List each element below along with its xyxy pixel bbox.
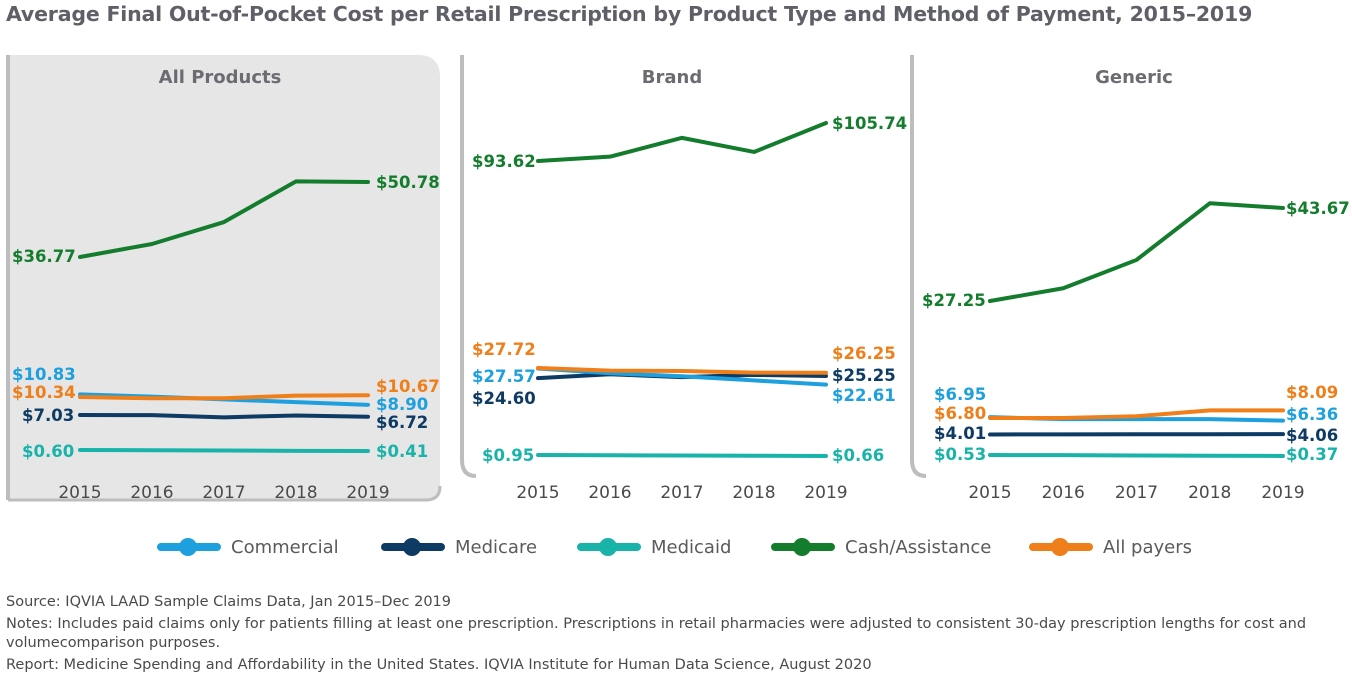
legend-swatch-medicare bbox=[381, 538, 445, 556]
legend-swatch-medicaid bbox=[577, 538, 641, 556]
legend-swatch-all-payers bbox=[1029, 538, 1093, 556]
panel-brand: Brand 2015 2016 2017 2018 2019 $93.62 $105.74 $2… bbox=[460, 55, 907, 503]
legend-item-medicare: Medicare bbox=[381, 532, 537, 562]
footnote-notes: Notes: Includes paid claims only for pat… bbox=[6, 616, 1307, 651]
data-label-cash-assistance-end: $43.67 bbox=[1286, 199, 1350, 218]
data-label-medicaid-start: $0.53 bbox=[934, 445, 986, 464]
data-label-medicare-end: $6.72 bbox=[376, 413, 428, 432]
legend-label-all-payers: All payers bbox=[1103, 536, 1192, 558]
x-tick-label: 2015 bbox=[516, 483, 559, 503]
legend-swatch-cash-assistance bbox=[771, 538, 835, 556]
data-label-medicare-start: $7.03 bbox=[22, 406, 74, 425]
panel-title-generic: Generic bbox=[1095, 67, 1173, 88]
data-label-medicare-start: $24.60 bbox=[472, 389, 536, 408]
x-tick-label: 2019 bbox=[1261, 483, 1304, 503]
data-label-commercial-end: $6.36 bbox=[1286, 405, 1338, 424]
x-tick-label: 2018 bbox=[274, 483, 317, 503]
legend-item-commercial: Commercial bbox=[157, 532, 339, 562]
x-tick-label: 2016 bbox=[1042, 483, 1085, 503]
x-tick-label: 2016 bbox=[130, 483, 173, 503]
legend-label-medicare: Medicare bbox=[455, 536, 538, 558]
x-tick-label: 2019 bbox=[346, 483, 389, 503]
panel-all-products: All Products 2015 2016 2017 2018 2019 $36.77 $5… bbox=[6, 55, 442, 503]
series-line-all-payers bbox=[78, 393, 370, 401]
panel-border bbox=[910, 55, 927, 478]
x-tick-label: 2015 bbox=[968, 483, 1011, 503]
panel-generic: Generic 2015 2016 2017 2018 2019 $27.25 $43.67 $… bbox=[910, 55, 1350, 503]
x-tick-label: 2018 bbox=[1188, 483, 1231, 503]
data-label-medicare-start: $4.01 bbox=[934, 424, 986, 443]
data-label-cash-assistance-end: $50.78 bbox=[376, 173, 440, 192]
x-tick-label: 2017 bbox=[202, 483, 245, 503]
x-tick-label: 2016 bbox=[588, 483, 631, 503]
x-tick-label: 2018 bbox=[732, 483, 775, 503]
series-line-cash-assistance bbox=[988, 201, 1285, 303]
data-label-commercial-start: $27.57 bbox=[472, 367, 536, 386]
data-label-commercial-start: $6.95 bbox=[934, 385, 986, 404]
legend-item-cash-assistance: Cash/Assistance bbox=[771, 532, 991, 562]
series-line-medicare bbox=[78, 413, 370, 420]
data-label-medicaid-start: $0.95 bbox=[482, 446, 534, 465]
data-label-cash-assistance-start: $36.77 bbox=[12, 247, 76, 266]
series-line-medicaid bbox=[988, 453, 1285, 458]
chart-figure: All Products 2015 2016 2017 2018 2019 $36.77 $5… bbox=[6, 55, 1350, 503]
data-label-medicare-end: $4.06 bbox=[1286, 426, 1338, 445]
x-tick-label: 2017 bbox=[660, 483, 703, 503]
data-label-all-payers-start: $27.72 bbox=[472, 340, 536, 359]
data-label-all-payers-start: $6.80 bbox=[934, 404, 986, 423]
series-line-medicaid bbox=[78, 448, 370, 454]
legend-label-medicaid: Medicaid bbox=[651, 536, 732, 558]
legend-swatch-commercial bbox=[157, 538, 221, 556]
footnote-report: Report: Medicine Spending and Affordabil… bbox=[6, 657, 872, 673]
data-label-commercial-start: $10.83 bbox=[12, 365, 76, 384]
data-label-all-payers-end: $26.25 bbox=[832, 344, 896, 363]
legend-label-cash-assistance: Cash/Assistance bbox=[845, 536, 992, 558]
x-tick-label: 2017 bbox=[1115, 483, 1158, 503]
data-label-cash-assistance-end: $105.74 bbox=[832, 114, 907, 133]
chart-title: Average Final Out-of-Pocket Cost per Ret… bbox=[6, 2, 1253, 26]
panel-title-brand: Brand bbox=[642, 67, 702, 88]
data-label-medicaid-end: $0.37 bbox=[1286, 445, 1338, 464]
data-label-commercial-end: $22.61 bbox=[832, 386, 896, 405]
footnote-source: Source: IQVIA LAAD Sample Claims Data, J… bbox=[6, 594, 451, 610]
data-label-medicaid-end: $0.41 bbox=[376, 442, 428, 461]
data-label-all-payers-end: $8.09 bbox=[1286, 383, 1338, 402]
x-tick-label: 2019 bbox=[804, 483, 847, 503]
footnotes: Source: IQVIA LAAD Sample Claims Data, J… bbox=[6, 593, 1336, 678]
legend-item-all-payers: All payers bbox=[1029, 532, 1192, 562]
series-line-medicaid bbox=[536, 453, 828, 458]
data-label-all-payers-start: $10.34 bbox=[12, 383, 76, 402]
series-line-all-payers bbox=[988, 408, 1285, 420]
data-label-cash-assistance-start: $93.62 bbox=[472, 152, 536, 171]
panel-border bbox=[460, 55, 477, 478]
panel-border-bottom bbox=[8, 485, 442, 502]
data-label-medicaid-end: $0.66 bbox=[832, 446, 884, 465]
series-line-all-payers bbox=[536, 366, 828, 375]
legend: Commercial Medicare Medicaid Cash/Assist… bbox=[0, 532, 1352, 562]
panel-title-all-products: All Products bbox=[159, 67, 282, 88]
legend-label-commercial: Commercial bbox=[231, 536, 339, 558]
series-line-cash-assistance bbox=[536, 121, 828, 163]
panel-background bbox=[8, 55, 440, 500]
series-line-cash-assistance bbox=[78, 179, 370, 259]
data-label-medicare-end: $25.25 bbox=[832, 366, 896, 385]
legend-item-medicaid: Medicaid bbox=[577, 532, 731, 562]
data-label-commercial-end: $8.90 bbox=[376, 395, 428, 414]
data-label-cash-assistance-start: $27.25 bbox=[922, 291, 986, 310]
data-label-medicaid-start: $0.60 bbox=[22, 442, 74, 461]
x-tick-label: 2015 bbox=[58, 483, 101, 503]
data-label-all-payers-end: $10.67 bbox=[376, 377, 440, 396]
